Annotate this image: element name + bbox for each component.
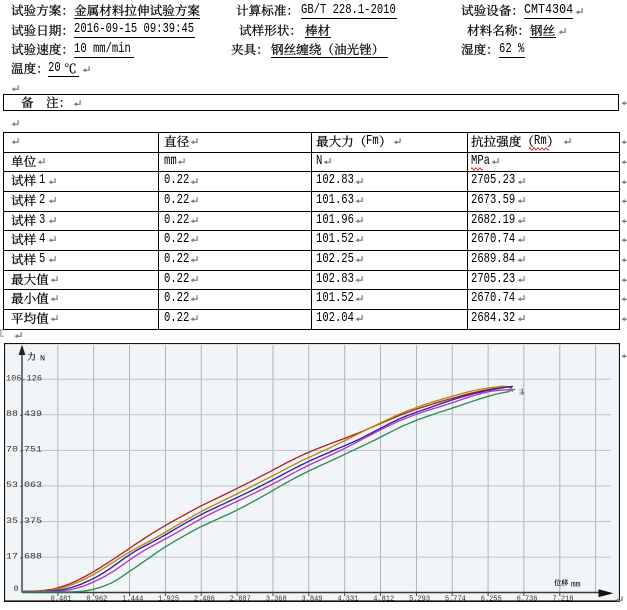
svg-text:88.439: 88.439 [6,409,42,419]
svg-text:5.774: 5.774 [445,595,467,601]
svg-text:35.375: 35.375 [6,516,42,526]
svg-text:4.812: 4.812 [373,595,394,601]
svg-text:106.126: 106.126 [6,374,42,384]
svg-text:5.293: 5.293 [409,595,430,601]
svg-text:70.751: 70.751 [6,445,42,455]
svg-text:N: N [40,354,45,364]
svg-text:0: 0 [14,584,19,594]
svg-text:53.063: 53.063 [6,480,42,490]
svg-text:mm: mm [571,581,581,590]
svg-text:3.849: 3.849 [302,595,323,601]
svg-text:17.688: 17.688 [6,551,42,561]
svg-text:4.331: 4.331 [337,595,359,601]
svg-text:6.255: 6.255 [481,595,502,601]
svg-text:2.406: 2.406 [194,595,215,601]
svg-text:2.887: 2.887 [230,595,251,601]
svg-text:3.368: 3.368 [266,595,287,601]
svg-text:1.444: 1.444 [122,595,144,601]
svg-text:1.925: 1.925 [158,595,179,601]
svg-text:0.481: 0.481 [51,595,73,601]
svg-text:0.962: 0.962 [86,595,107,601]
svg-text:6.736: 6.736 [517,595,538,601]
svg-text:7.218: 7.218 [553,595,574,601]
